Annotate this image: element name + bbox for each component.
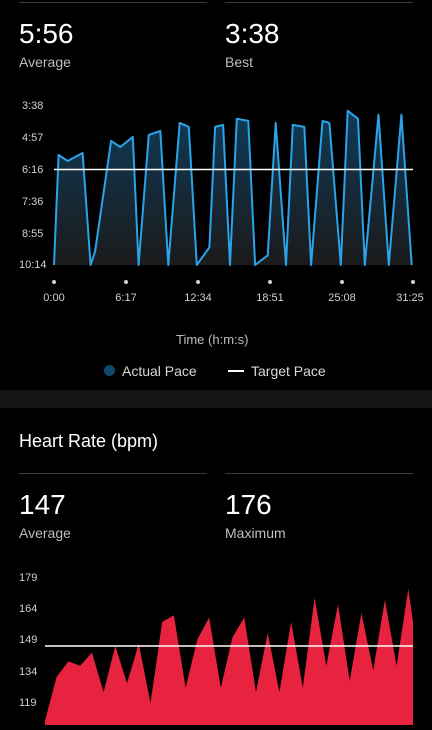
pace-x-dot	[196, 280, 200, 284]
average-heart-rate-value: 147	[19, 489, 66, 520]
pace-x-dot	[340, 280, 344, 284]
pace-y-tick: 8:55	[22, 228, 44, 240]
maximum-heart-rate-label: Maximum	[225, 525, 286, 541]
pace-y-tick: 6:16	[22, 164, 44, 176]
pace-x-dot	[124, 280, 128, 284]
pace-x-tick: 31:25	[396, 292, 424, 304]
pace-x-tick: 25:08	[328, 292, 356, 304]
pace-x-dot	[268, 280, 272, 284]
best-pace-label: Best	[225, 54, 254, 70]
pace-area-fill	[54, 110, 412, 265]
pace-x-axis-title: Time (h:m:s)	[176, 332, 249, 347]
hr-y-tick: 134	[19, 666, 38, 678]
legend-actual-pace-label: Actual Pace	[122, 363, 197, 379]
average-pace-label: Average	[19, 54, 71, 70]
pace-chart	[53, 109, 413, 266]
average-heart-rate-label: Average	[19, 525, 71, 541]
pace-x-tick: 6:17	[115, 292, 137, 304]
pace-y-tick: 3:38	[22, 100, 44, 112]
pace-x-tick: 18:51	[256, 292, 284, 304]
hr-divider-left	[19, 473, 207, 474]
pace-x-dot	[411, 280, 415, 284]
pace-y-tick: 7:36	[22, 196, 44, 208]
maximum-heart-rate-value: 176	[225, 489, 272, 520]
hr-y-tick: 119	[19, 697, 37, 709]
section-separator	[0, 390, 432, 408]
pace-x-tick: 12:34	[184, 292, 212, 304]
hr-y-tick: 149	[19, 634, 38, 646]
best-pace-value: 3:38	[225, 18, 280, 49]
top-divider-left	[19, 2, 207, 3]
legend-target-pace-swatch	[228, 370, 244, 372]
hr-divider-right	[225, 473, 413, 474]
actual-pace-line	[53, 109, 413, 266]
hr-y-tick: 179	[19, 572, 38, 584]
heart-rate-title: Heart Rate (bpm)	[19, 431, 159, 451]
heart-rate-area	[45, 589, 413, 725]
pace-y-tick: 4:57	[22, 132, 44, 144]
legend-actual-pace-swatch	[104, 365, 115, 376]
top-divider-right	[225, 2, 413, 3]
average-pace-value: 5:56	[19, 18, 74, 49]
pace-x-dot	[52, 280, 56, 284]
pace-x-tick: 0:00	[43, 292, 65, 304]
legend-target-pace-label: Target Pace	[251, 363, 326, 379]
hr-y-tick: 164	[19, 603, 38, 615]
pace-y-tick: 10:14	[19, 259, 47, 271]
